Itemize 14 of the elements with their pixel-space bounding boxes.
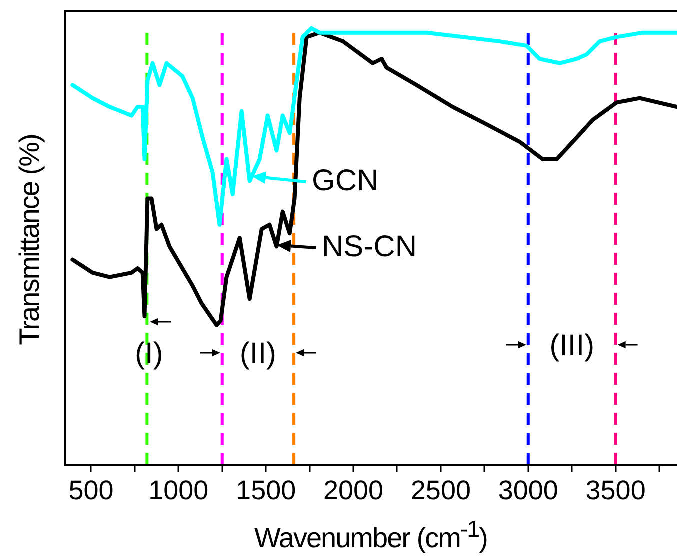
x-tick-label: 3000	[498, 476, 558, 506]
x-tick-label: 3500	[586, 476, 646, 506]
x-tick-label: 500	[68, 476, 114, 506]
x-axis-title: Wavenumber (cm$^{-1}$)	[254, 516, 488, 554]
x-tick-label: 2500	[410, 476, 471, 506]
y-axis-title: Transmittance (%)	[14, 134, 46, 346]
annotation: (I)	[135, 337, 164, 370]
x-tick-label: 1000	[148, 476, 209, 506]
legend-label: GCN	[312, 164, 379, 198]
x-tick-label: 1500	[236, 476, 296, 506]
annotation: (II)	[240, 337, 277, 370]
annotation: (III)	[550, 329, 595, 362]
x-tick-label: 2000	[323, 476, 384, 506]
legend-label: NS-CN	[322, 230, 417, 264]
